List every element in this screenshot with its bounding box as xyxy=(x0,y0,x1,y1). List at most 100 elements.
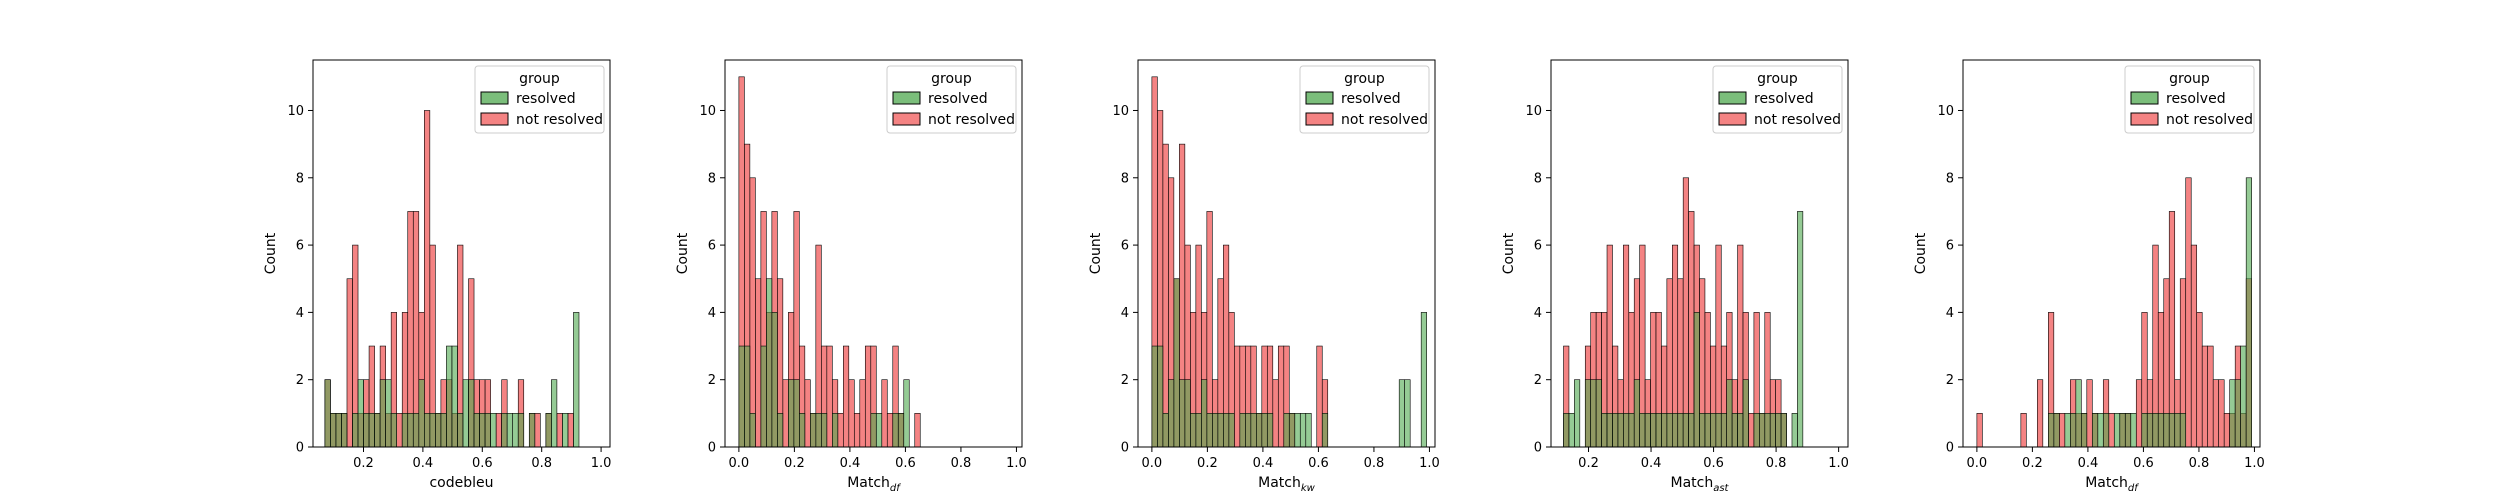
bar-resolved xyxy=(1584,379,1592,448)
bar-not-resolved xyxy=(2020,413,2027,448)
bar-resolved xyxy=(324,379,331,448)
bar-resolved xyxy=(1168,379,1175,448)
bar-resolved xyxy=(407,413,414,448)
bar-resolved xyxy=(1791,413,1798,448)
y-tick-label: 8 xyxy=(296,171,304,186)
x-tick-label: 0.8 xyxy=(1766,456,1787,471)
bar-resolved xyxy=(1726,379,1733,448)
subplot-5: 0 2 4 6 8 10 0.0 0.2 0.4 0.6 0.8 1.0 Count Matchdf gro… xyxy=(1913,59,2265,494)
bar-resolved xyxy=(1764,413,1771,448)
bar-not-resolved xyxy=(853,413,861,448)
bar-not-resolved xyxy=(556,413,563,448)
bar-resolved xyxy=(418,379,425,448)
bar-resolved xyxy=(2064,413,2071,448)
legend-title: group xyxy=(519,71,560,87)
x-axis-label: codebleu xyxy=(429,475,493,491)
bar-resolved xyxy=(1780,413,1787,448)
bar-not-resolved xyxy=(1162,143,1169,448)
bar-resolved xyxy=(1195,413,1202,448)
bar-resolved xyxy=(2157,413,2165,448)
bar-resolved xyxy=(363,413,370,448)
bar-not-resolved xyxy=(2207,345,2214,448)
y-tick-label: 2 xyxy=(1534,373,1542,388)
legend-title: group xyxy=(1344,71,1385,87)
legend-label: not resolved xyxy=(928,112,1015,128)
bar-resolved xyxy=(440,413,447,448)
x-tick-label: 0.2 xyxy=(1197,456,1218,471)
bar-resolved xyxy=(1595,379,1602,448)
bar-resolved xyxy=(451,345,458,448)
axes-frame xyxy=(1137,59,1436,448)
x-tick-label: 1.0 xyxy=(591,456,612,471)
bar-not-resolved xyxy=(864,345,872,448)
bar-not-resolved xyxy=(2086,379,2093,448)
bar-resolved xyxy=(357,379,364,448)
bar-resolved xyxy=(2146,413,2154,448)
x-tick-label: 0.6 xyxy=(472,456,493,471)
legend-label: resolved xyxy=(2166,91,2226,107)
bar-resolved xyxy=(832,413,839,448)
bar-resolved xyxy=(2113,413,2121,448)
legend-label: resolved xyxy=(1754,91,1814,107)
bar-resolved xyxy=(374,413,381,448)
y-tick-label: 0 xyxy=(1121,441,1129,456)
bar-not-resolved xyxy=(782,379,789,448)
legend-swatch-resolved xyxy=(892,91,921,105)
bar-not-resolved xyxy=(2059,413,2066,448)
x-axis-label: Matchdf xyxy=(847,475,901,494)
bar-resolved xyxy=(1612,413,1619,448)
bar-resolved xyxy=(1731,413,1738,448)
x-tick-label: 0.6 xyxy=(1703,456,1724,471)
bar-resolved xyxy=(429,413,436,448)
legend-title: group xyxy=(2169,71,2210,87)
bar-resolved xyxy=(1404,379,1411,448)
x-tick-label: 0.6 xyxy=(2133,456,2154,471)
y-tick-label: 10 xyxy=(699,104,716,119)
bar-not-resolved xyxy=(412,211,420,448)
bar-resolved xyxy=(1759,413,1766,448)
bar-resolved xyxy=(1173,278,1180,448)
bar-resolved xyxy=(1737,413,1744,448)
legend-label: resolved xyxy=(928,91,988,107)
bar-resolved xyxy=(424,413,431,448)
legend-swatch-not-resolved xyxy=(2130,112,2159,126)
x-tick-label: 0.0 xyxy=(1142,456,1163,471)
bar-resolved xyxy=(435,413,442,448)
x-tick-label: 0.4 xyxy=(840,456,861,471)
bar-resolved xyxy=(1420,312,1427,448)
bar-resolved xyxy=(892,413,899,448)
bar-resolved xyxy=(1294,413,1301,448)
bar-resolved xyxy=(528,413,536,448)
x-axis-label-subscript: df xyxy=(2128,483,2139,494)
bar-resolved xyxy=(2245,177,2252,448)
bar-resolved xyxy=(1568,413,1575,448)
bar-resolved xyxy=(1245,413,1252,448)
bar-resolved xyxy=(385,379,392,448)
bar-resolved xyxy=(1283,413,1290,448)
bar-resolved xyxy=(1769,413,1776,448)
bar-resolved xyxy=(368,413,375,448)
y-tick-label: 8 xyxy=(708,171,716,186)
bar-resolved xyxy=(1720,413,1727,448)
bar-resolved xyxy=(2070,413,2077,448)
y-tick-label: 2 xyxy=(296,373,304,388)
bar-resolved xyxy=(749,413,756,448)
bar-resolved xyxy=(1666,413,1673,448)
bar-resolved xyxy=(1305,413,1312,448)
bar-resolved xyxy=(1742,379,1749,448)
bar-resolved xyxy=(335,413,342,448)
x-axis-label-base: Match xyxy=(1258,475,1301,491)
bar-resolved xyxy=(771,312,778,448)
bar-not-resolved xyxy=(1316,345,1323,448)
bar-not-resolved xyxy=(886,413,894,448)
bar-resolved xyxy=(1190,413,1197,448)
bar-resolved xyxy=(379,379,386,448)
bar-resolved xyxy=(401,413,409,448)
legend-label: resolved xyxy=(1341,91,1401,107)
bar-resolved xyxy=(903,379,910,448)
x-tick-label: 0.2 xyxy=(1578,456,1599,471)
bar-resolved xyxy=(1606,413,1613,448)
bar-resolved xyxy=(1797,211,1804,448)
bar-not-resolved xyxy=(2108,413,2115,448)
bar-resolved xyxy=(2229,379,2236,448)
